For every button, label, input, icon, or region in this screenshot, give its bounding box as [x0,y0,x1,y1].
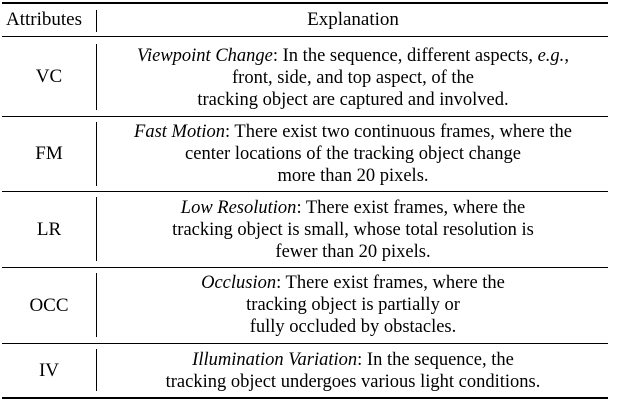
explanation-cell-vc: Viewpoint Change: In the sequence, diffe… [98,45,608,111]
explanation-line: tracking object is small, whose total re… [172,220,534,240]
table-top-rule [2,2,608,4]
column-separator [96,197,97,261]
explanation-line: Occlusion: There exist frames, where the [201,273,505,293]
column-separator [96,273,97,337]
header-attributes: Attributes [6,9,82,30]
attribute-term: Illumination Variation [192,350,358,370]
explanation-line: tracking object undergoes various light … [165,372,541,392]
explanation-line: Illumination Variation: In the sequence,… [192,350,514,370]
explanation-line: fewer than 20 pixels. [275,242,431,262]
explanation-cell-iv: Illumination Variation: In the sequence,… [98,349,608,393]
attribute-term: Fast Motion [134,122,225,142]
explanation-line: front, side, and top aspect, of the [232,68,474,88]
explanation-line: Fast Motion: There exist two continuous … [134,122,572,142]
column-separator [96,10,97,32]
explanation-line: more than 20 pixels. [277,166,429,186]
explanation-cell-lr: Low Resolution: There exist frames, wher… [98,197,608,263]
column-separator [96,349,97,391]
attribute-cell-occ: OCC [29,295,69,316]
table-bottom-rule [2,397,608,399]
explanation-line: tracking object are captured and involve… [197,90,509,110]
attribute-cell-vc: VC [35,66,63,87]
table-header-rule [2,36,608,37]
attribute-term: Viewpoint Change [137,46,273,66]
column-separator [96,122,97,186]
abbreviation: e.g. [537,46,565,66]
column-separator [96,44,97,110]
row-separator [2,116,608,117]
explanation-line: fully occluded by obstacles. [249,317,457,337]
explanation-line: tracking object is partially or [246,295,460,315]
explanation-cell-occ: Occlusion: There exist frames, where the… [98,272,608,338]
header-explanation: Explanation [307,9,399,30]
row-separator [2,267,608,268]
attribute-cell-lr: LR [36,219,62,240]
attribute-cell-fm: FM [35,143,63,164]
attribute-term: Occlusion [201,273,277,293]
row-separator [2,343,608,344]
explanation-line: Viewpoint Change: In the sequence, diffe… [137,46,569,66]
row-separator [2,191,608,192]
explanation-line: Low Resolution: There exist frames, wher… [180,198,526,218]
attribute-cell-iv: IV [38,360,60,381]
explanation-cell-fm: Fast Motion: There exist two continuous … [98,121,608,187]
explanation-line: center locations of the tracking object … [185,144,521,164]
attribute-term: Low Resolution [180,198,297,218]
